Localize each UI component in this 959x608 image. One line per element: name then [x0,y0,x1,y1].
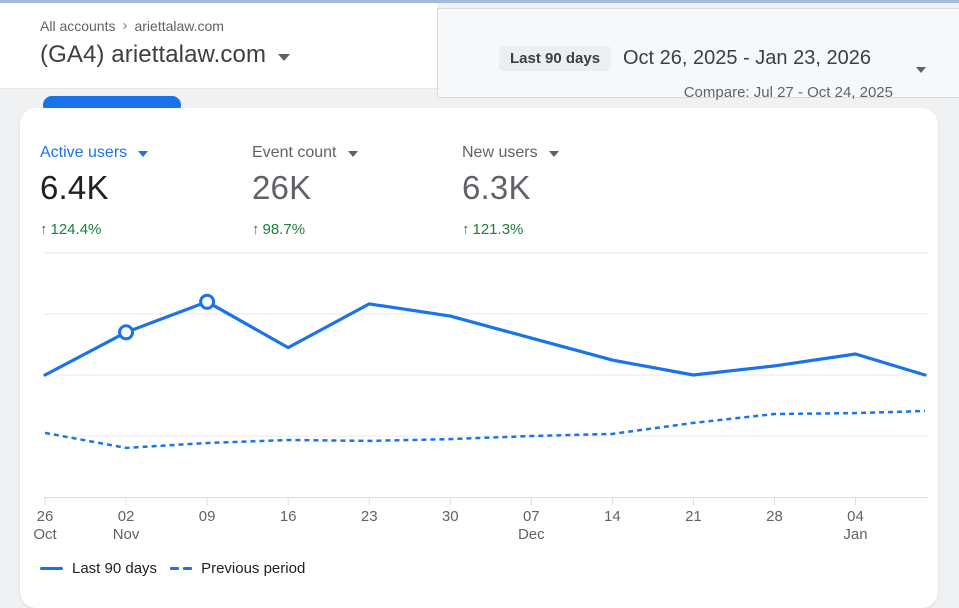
metric-caret-icon [347,151,358,157]
metric-label: New users [462,144,538,161]
up-arrow-icon: ↑ [462,221,470,238]
chart-legend: Last 90 days Previous period [40,560,305,577]
legend-solid-line-icon [40,567,63,570]
x-axis-label: 23 [361,508,378,525]
date-preset-chip[interactable]: Last 90 days [499,46,612,71]
up-arrow-icon: ↑ [40,221,48,238]
x-axis-label: 21 [685,508,702,525]
date-range-panel[interactable]: Last 90 days Oct 26, 2025 - Jan 23, 2026… [437,8,959,101]
metric-delta: ↑ 124.4% [40,221,148,238]
breadcrumb-all-accounts[interactable]: All accounts [40,17,116,34]
breadcrumb-account[interactable]: ariettalaw.com [134,17,224,34]
property-title: (GA4) ariettalaw.com [40,41,267,68]
x-axis-label: 28 [766,508,783,525]
metric-value: 6.3K [462,169,531,206]
x-axis-label: 09 [199,508,216,525]
metric-delta-value: 121.3% [472,221,524,238]
x-axis-month-label: Nov [113,526,140,543]
x-axis-month-label: Dec [518,526,545,543]
data-point-marker[interactable] [199,293,216,310]
x-axis-label: 26 [37,508,54,525]
metric-caret-icon [548,151,559,157]
metric-delta: ↑ 98.7% [252,221,358,238]
metric-selector-active-users[interactable]: Active users [40,144,149,162]
metric-selector-new-users[interactable]: New users [462,144,559,162]
top-accent-strip [0,0,959,3]
x-axis-label: 07 [523,508,540,525]
date-range-caret-icon[interactable] [916,67,926,73]
metric-caret-icon [138,151,149,157]
metric-delta: ↑ 121.3% [462,221,559,238]
metric-label: Active users [40,144,128,161]
previous-period-line [44,409,926,450]
x-axis-label: 04 [847,508,864,525]
property-selector[interactable]: (GA4) ariettalaw.com [40,41,291,69]
x-axis-label: 14 [604,508,621,525]
x-axis-label: 16 [280,508,297,525]
date-range-text: Oct 26, 2025 - Jan 23, 2026 [623,47,871,69]
breadcrumb-chevron-icon: › [122,17,128,34]
legend-label-current: Last 90 days [72,560,158,577]
last-90-days-line [43,300,927,377]
breadcrumb: All accounts › ariettalaw.com [40,17,224,34]
metric-event-count: Event count 26K ↑ 98.7% [252,144,358,238]
property-caret-icon [278,53,291,61]
legend-dashed-line-icon [170,566,193,571]
compare-range-text: Compare: Jul 27 - Oct 24, 2025 [683,84,893,101]
metric-value: 6.4K [40,169,109,206]
metric-new-users: New users 6.3K ↑ 121.3% [462,144,559,238]
overview-card: Active users 6.4K ↑ 124.4% Event count 2… [20,108,938,608]
metric-selector-event-count[interactable]: Event count [252,144,358,162]
metric-value: 26K [252,169,312,206]
x-axis-month-label: Jan [843,526,867,543]
x-axis-month-label: Oct [33,526,57,543]
metric-delta-value: 98.7% [262,221,306,238]
x-axis-label: 02 [118,508,135,525]
up-arrow-icon: ↑ [252,221,260,238]
metric-delta-value: 124.4% [50,221,102,238]
metric-active-users: Active users 6.4K ↑ 124.4% [40,144,149,238]
property-header-panel: All accounts › ariettalaw.com (GA4) arie… [0,3,437,89]
metric-label: Event count [252,144,337,161]
legend-label-previous: Previous period [201,560,306,577]
x-axis-label: 30 [442,508,459,525]
data-point-marker[interactable] [118,324,135,341]
